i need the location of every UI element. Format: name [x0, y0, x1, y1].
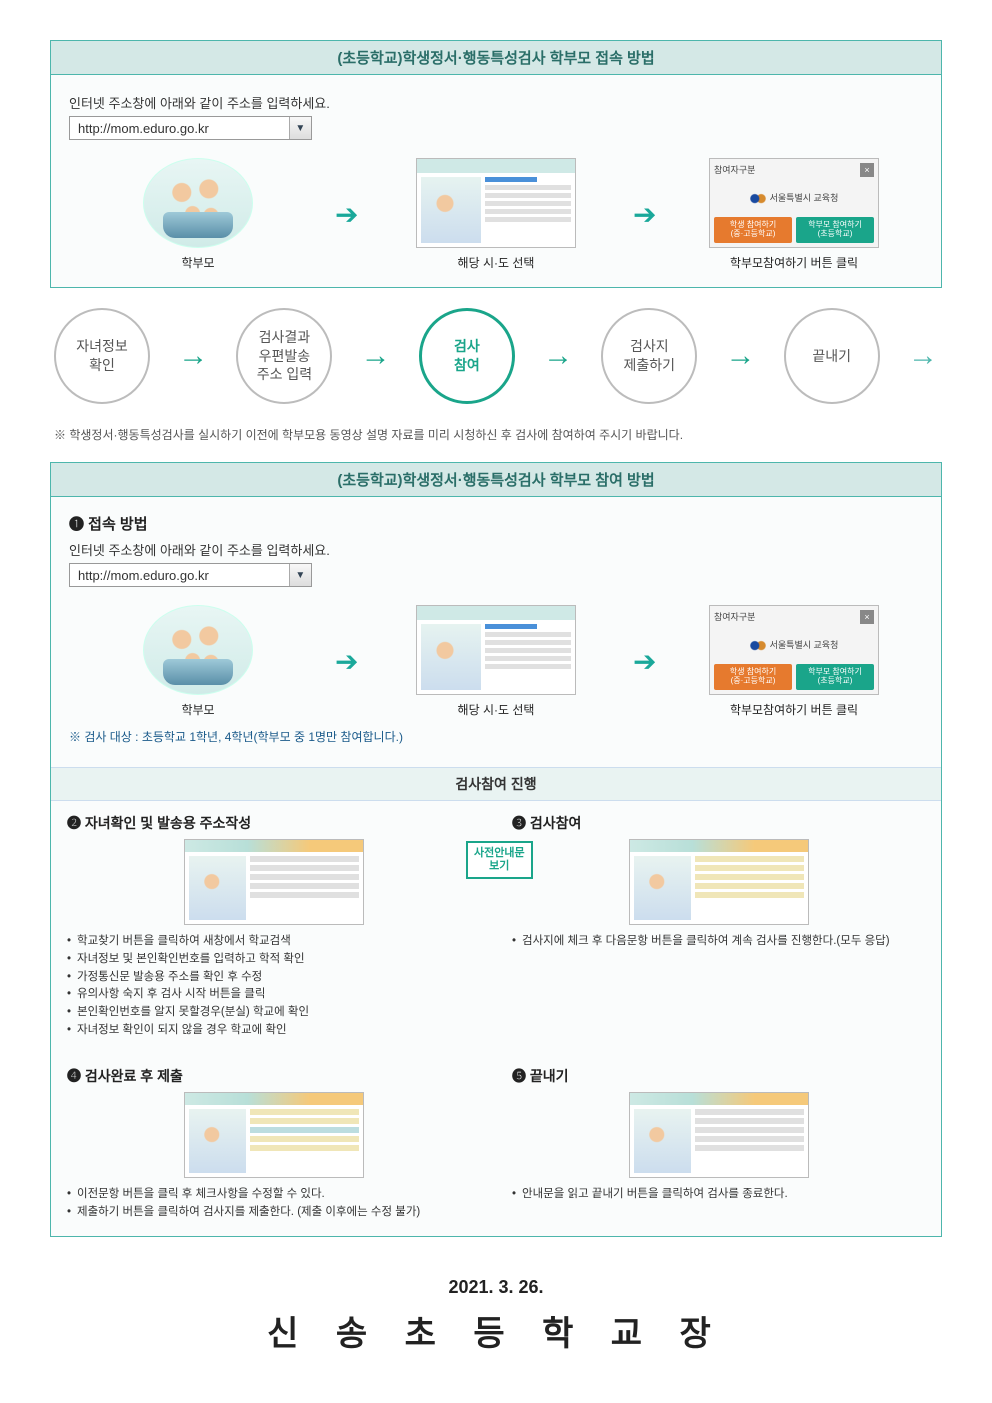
cap-parent: 학부모	[69, 254, 327, 271]
access-flow-row: 학부모 ➔ 해당 시·도 선택 ➔ 참여자구분 ×	[69, 150, 923, 275]
cap-region: 해당 시·도 선택	[367, 701, 625, 718]
list-item: 본인확인번호를 알지 못할경우(분실) 학교에 확인	[67, 1004, 480, 1022]
section1-title: ❶ 접속 방법	[69, 513, 923, 534]
step-submit: 검사지제출하기	[601, 308, 697, 404]
cell-region: 해당 시·도 선택	[367, 158, 625, 271]
cell-popup: 참여자구분 × 서울특별시 교육청 학생 참여하기(중·고등학교) 학부모 참여…	[665, 605, 923, 718]
g2-title: ❷ 자녀확인 및 발송용 주소작성	[67, 813, 480, 833]
dropdown-icon[interactable]: ▼	[289, 117, 311, 139]
popup-title: 참여자구분	[714, 163, 755, 177]
footer-date: 2021. 3. 26.	[50, 1277, 942, 1298]
list-item: 제출하기 버튼을 클릭하여 검사지를 제출한다. (제출 이후에는 수정 불가)	[67, 1204, 480, 1222]
thumb-finish	[629, 1092, 809, 1178]
cap-click: 학부모참여하기 버튼 클릭	[665, 254, 923, 271]
participant-popup-thumb: 참여자구분 × 서울특별시 교육청 학생 참여하기(중·고등학교) 학부모 참여…	[709, 158, 879, 248]
list-item: 유의사항 숙지 후 검사 시작 버튼을 클릭	[67, 986, 480, 1004]
video-note: ※ 학생정서·행동특성검사를 실시하기 이전에 학부모용 동영상 설명 자료를 …	[54, 426, 938, 444]
arrow-right-icon: →	[361, 339, 391, 373]
g4-title: ❹ 검사완료 후 제출	[67, 1066, 480, 1086]
list-item: 안내문을 읽고 끝내기 버튼을 클릭하여 검사를 종료한다.	[512, 1186, 925, 1204]
arrow-right-icon: →	[178, 339, 208, 373]
panel2-header: (초등학교)학생정서·행동특성검사 학부모 참여 방법	[51, 463, 941, 497]
panel2-body: ❶ 접속 방법 인터넷 주소창에 아래와 같이 주소를 입력하세요. http:…	[51, 497, 941, 767]
family-image	[143, 158, 253, 248]
list-item: 자녀정보 및 본인확인번호를 입력하고 학적 확인	[67, 951, 480, 969]
parent-participate-button[interactable]: 학부모 참여하기(초등학교)	[796, 664, 874, 690]
process-steps: 자녀정보확인 → 검사결과우편발송주소 입력 → 검사참여 → 검사지제출하기 …	[50, 308, 942, 404]
arrow-right-icon: →	[726, 339, 756, 373]
arrow-right-icon: →	[543, 339, 573, 373]
step-finish: 끝내기	[784, 308, 880, 404]
seoul-logo-icon	[750, 189, 766, 205]
list-item: 가정통신문 발송용 주소를 확인 후 수정	[67, 969, 480, 987]
popup-org: 서울특별시 교육청	[770, 191, 839, 204]
student-participate-button[interactable]: 학생 참여하기(중·고등학교)	[714, 664, 792, 690]
url-input-display: http://mom.eduro.go.kr ▼	[69, 563, 312, 587]
grid-cell-4: ❹ 검사완료 후 제출 이전문항 버튼을 클릭 후 체크사항을 수정할 수 있다…	[51, 1054, 496, 1236]
list-item: 학교찾기 버튼을 클릭하여 새창에서 학교검색	[67, 933, 480, 951]
region-select-thumb	[416, 605, 576, 695]
pre-guide-tag[interactable]: 사전안내문보기	[466, 841, 533, 879]
url-input-display: http://mom.eduro.go.kr ▼	[69, 116, 312, 140]
arrow-right-icon: →	[908, 339, 938, 373]
grid-cell-2: ❷ 자녀확인 및 발송용 주소작성 학교찾기 버튼을 클릭하여 새창에서 학교검…	[51, 801, 496, 1054]
step-child-info: 자녀정보확인	[54, 308, 150, 404]
progress-grid: ❷ 자녀확인 및 발송용 주소작성 학교찾기 버튼을 클릭하여 새창에서 학교검…	[51, 801, 941, 1236]
panel1-header: (초등학교)학생정서·행동특성검사 학부모 접속 방법	[51, 41, 941, 75]
panel1-instruction: 인터넷 주소창에 아래와 같이 주소를 입력하세요.	[69, 93, 923, 112]
cap-parent: 학부모	[69, 701, 327, 718]
cap-region: 해당 시·도 선택	[367, 254, 625, 271]
target-note: ※ 검사 대상 : 초등학교 1학년, 4학년(학부모 중 1명만 참여합니다.…	[69, 728, 923, 745]
g3-title: ❸ 검사참여	[512, 813, 925, 833]
list-item: 검사지에 체크 후 다음문항 버튼을 클릭하여 계속 검사를 진행한다.(모두 …	[512, 933, 925, 951]
arrow-right-icon: ➔	[633, 645, 657, 678]
parent-participate-button[interactable]: 학부모 참여하기(초등학교)	[796, 217, 874, 243]
list-item: 이전문항 버튼을 클릭 후 체크사항을 수정할 수 있다.	[67, 1186, 480, 1204]
thumb-participate	[629, 839, 809, 925]
family-image	[143, 605, 253, 695]
cell-parent: 학부모	[69, 158, 327, 271]
access-flow-row2: 학부모 ➔ 해당 시·도 선택 ➔ 참여자구분 ×	[69, 597, 923, 722]
progress-header: 검사참여 진행	[51, 767, 941, 801]
dropdown-icon[interactable]: ▼	[289, 564, 311, 586]
region-select-thumb	[416, 158, 576, 248]
step-participate: 검사참여	[419, 308, 515, 404]
arrow-right-icon: ➔	[335, 198, 359, 231]
popup-org: 서울특별시 교육청	[770, 638, 839, 651]
g3-list: 검사지에 체크 후 다음문항 버튼을 클릭하여 계속 검사를 진행한다.(모두 …	[512, 933, 925, 951]
thumb-submit	[184, 1092, 364, 1178]
step-address-input: 검사결과우편발송주소 입력	[236, 308, 332, 404]
g5-title: ❺ 끝내기	[512, 1066, 925, 1086]
cell-parent: 학부모	[69, 605, 327, 718]
panel-participate-method: (초등학교)학생정서·행동특성검사 학부모 참여 방법 ❶ 접속 방법 인터넷 …	[50, 462, 942, 1237]
popup-title: 참여자구분	[714, 610, 755, 624]
arrow-right-icon: ➔	[335, 645, 359, 678]
grid-cell-3: 사전안내문보기 ❸ 검사참여 검사지에 체크 후 다음문항 버튼을 클릭하여 계…	[496, 801, 941, 1054]
list-item: 자녀정보 확인이 되지 않을 경우 학교에 확인	[67, 1022, 480, 1040]
url-text: http://mom.eduro.go.kr	[70, 118, 289, 139]
grid-cell-5: ❺ 끝내기 안내문을 읽고 끝내기 버튼을 클릭하여 검사를 종료한다.	[496, 1054, 941, 1236]
g4-list: 이전문항 버튼을 클릭 후 체크사항을 수정할 수 있다. 제출하기 버튼을 클…	[67, 1186, 480, 1222]
arrow-right-icon: ➔	[633, 198, 657, 231]
g2-list: 학교찾기 버튼을 클릭하여 새창에서 학교검색 자녀정보 및 본인확인번호를 입…	[67, 933, 480, 1040]
panel1-body: 인터넷 주소창에 아래와 같이 주소를 입력하세요. http://mom.ed…	[51, 75, 941, 287]
close-icon[interactable]: ×	[860, 163, 874, 177]
panel2-instruction: 인터넷 주소창에 아래와 같이 주소를 입력하세요.	[69, 540, 923, 559]
cell-popup: 참여자구분 × 서울특별시 교육청 학생 참여하기(중·고등학교) 학부모 참여…	[665, 158, 923, 271]
participant-popup-thumb: 참여자구분 × 서울특별시 교육청 학생 참여하기(중·고등학교) 학부모 참여…	[709, 605, 879, 695]
footer-principal-name: 신 송 초 등 학 교 장	[50, 1306, 942, 1355]
cap-click: 학부모참여하기 버튼 클릭	[665, 701, 923, 718]
seoul-logo-icon	[750, 636, 766, 652]
student-participate-button[interactable]: 학생 참여하기(중·고등학교)	[714, 217, 792, 243]
url-text: http://mom.eduro.go.kr	[70, 565, 289, 586]
thumb-child-confirm	[184, 839, 364, 925]
g5-list: 안내문을 읽고 끝내기 버튼을 클릭하여 검사를 종료한다.	[512, 1186, 925, 1204]
close-icon[interactable]: ×	[860, 610, 874, 624]
cell-region: 해당 시·도 선택	[367, 605, 625, 718]
panel-access-method: (초등학교)학생정서·행동특성검사 학부모 접속 방법 인터넷 주소창에 아래와…	[50, 40, 942, 288]
